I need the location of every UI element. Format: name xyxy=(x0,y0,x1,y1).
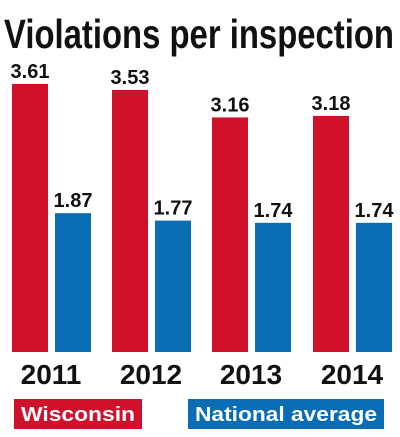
value-label-wisconsin-2011: 3.61 xyxy=(11,61,50,83)
bar-national-average-2012 xyxy=(155,220,191,352)
category-labels-group: 2011 2012 2013 2014 xyxy=(21,359,384,390)
bar-national-average-2011 xyxy=(55,213,91,352)
legend-swatch-national-average xyxy=(188,399,384,429)
bar-wisconsin-2011 xyxy=(12,84,48,352)
value-labels-group: 3.61 3.53 3.16 3.18 1.87 1.77 1.74 1.74 xyxy=(11,61,395,222)
bar-wisconsin-2014 xyxy=(313,115,349,352)
value-label-national-average-2012: 1.77 xyxy=(154,198,193,220)
value-label-national-average-2014: 1.74 xyxy=(355,200,395,222)
category-label-2013: 2013 xyxy=(220,359,282,390)
bar-national-average-2014 xyxy=(356,222,392,352)
bar-wisconsin-2013 xyxy=(212,117,248,353)
legend: Wisconsin National average xyxy=(14,399,384,429)
chart-title: Violations per inspection xyxy=(4,11,394,57)
value-label-wisconsin-2012: 3.53 xyxy=(111,67,150,89)
bar-national-average-2013 xyxy=(255,222,291,352)
category-label-2012: 2012 xyxy=(120,359,182,390)
bars-group xyxy=(12,84,392,353)
value-label-wisconsin-2014: 3.18 xyxy=(312,93,351,115)
value-label-wisconsin-2013: 3.16 xyxy=(211,94,250,116)
legend-label-wisconsin: Wisconsin xyxy=(21,404,135,426)
legend-label-national-average: National average xyxy=(195,404,377,426)
value-label-national-average-2013: 1.74 xyxy=(254,200,294,222)
category-label-2014: 2014 xyxy=(321,359,384,390)
value-label-national-average-2011: 1.87 xyxy=(54,190,93,212)
legend-swatch-wisconsin xyxy=(14,399,142,429)
category-label-2011: 2011 xyxy=(21,359,82,390)
bar-wisconsin-2012 xyxy=(112,89,148,352)
